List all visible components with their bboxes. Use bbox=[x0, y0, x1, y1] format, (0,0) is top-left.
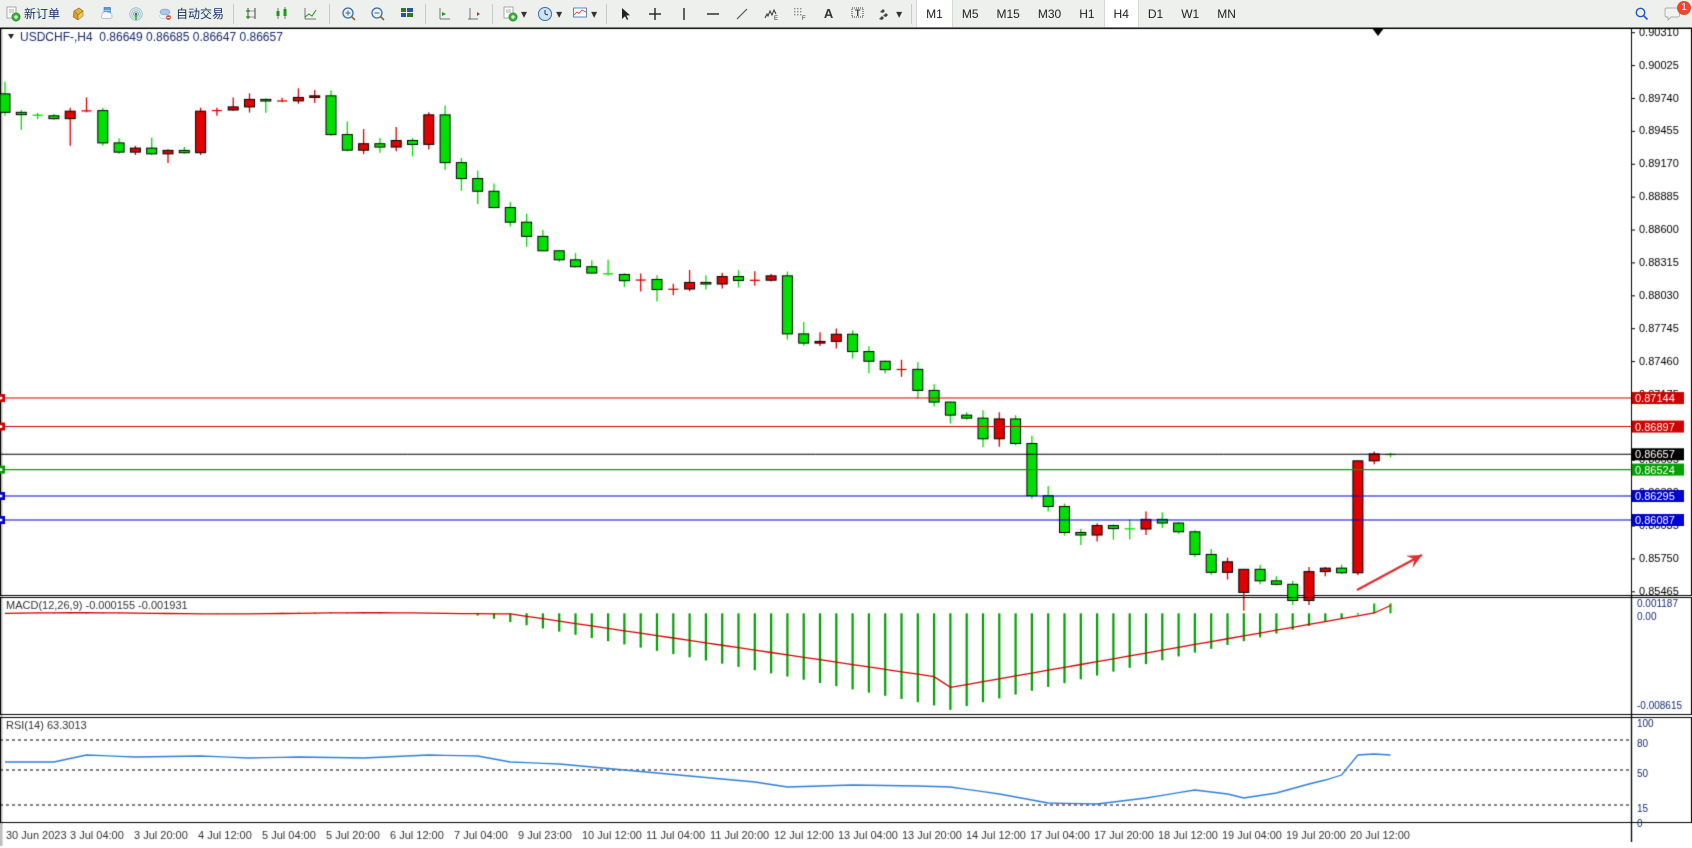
svg-text:F: F bbox=[802, 16, 806, 22]
svg-text:E: E bbox=[774, 16, 778, 22]
svg-text:T: T bbox=[855, 8, 861, 18]
